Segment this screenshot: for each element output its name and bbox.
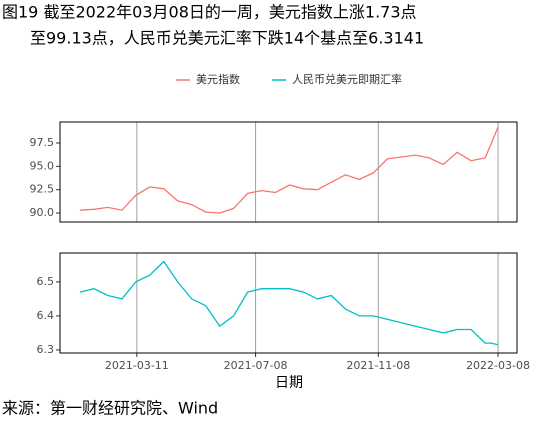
y-tick-label: 90.0 [30, 206, 55, 219]
source: 来源：第一财经研究院、Wind [2, 399, 218, 418]
y-tick-label: 6.4 [37, 309, 55, 322]
line [79, 260, 499, 346]
y-tick-label: 95.0 [30, 159, 55, 172]
x-tick-label: 2022-03-08 [466, 359, 530, 372]
y-tick-label: 92.5 [30, 183, 55, 196]
line [79, 126, 499, 214]
title-line: 图19 截至2022年03月08日的一周，美元指数上涨1.73点 [2, 3, 417, 22]
y-tick-label: 6.5 [37, 275, 55, 288]
title-line: 至99.13点，人民币兑美元汇率下跌14个基点至6.3141 [30, 29, 424, 48]
y-tick-label: 6.3 [37, 343, 55, 356]
legend-label: 人民币兑美元即期汇率 [292, 72, 402, 86]
y-tick-label: 97.5 [30, 136, 55, 149]
x-tick-label: 2021-03-11 [105, 359, 169, 372]
x-tick-label: 2021-11-08 [346, 359, 410, 372]
legend-label: 美元指数 [196, 72, 240, 86]
panel-border [59, 121, 518, 223]
panel-border [59, 252, 518, 354]
x-tick-label: 2021-07-08 [224, 359, 288, 372]
x-axis-label: 日期 [275, 375, 303, 391]
